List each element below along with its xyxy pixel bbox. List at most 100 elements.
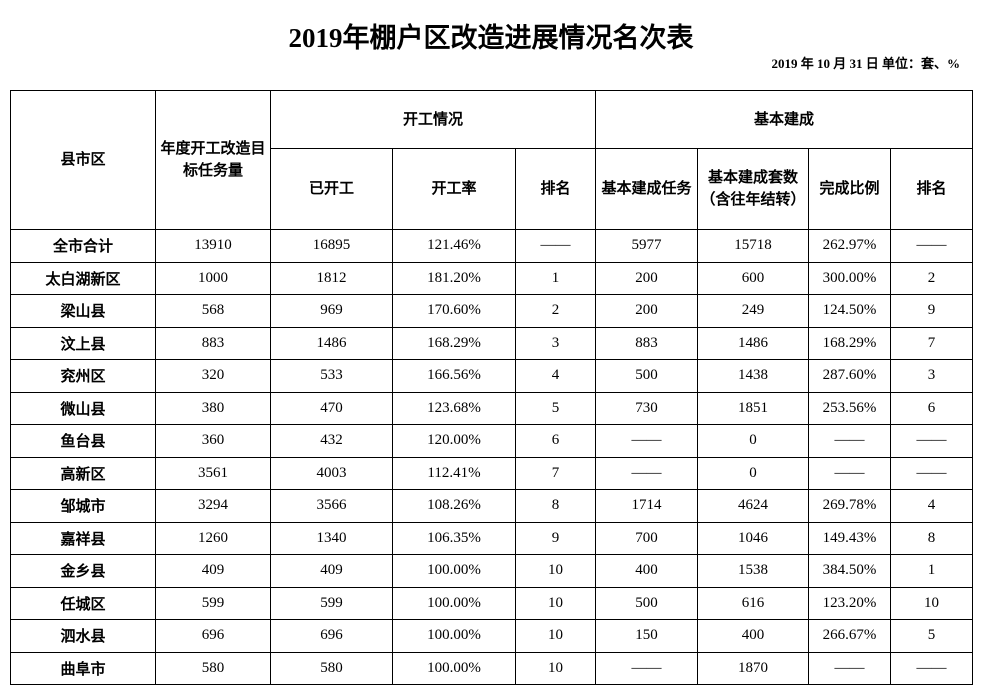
value-cell: 409 [270, 554, 393, 588]
value-cell: 409 [155, 554, 271, 588]
value-cell: 400 [595, 554, 699, 588]
region-cell: 高新区 [10, 456, 156, 490]
cell-text: 基本建成套数（含往年结转） [700, 170, 806, 208]
value-cell: 730 [595, 391, 699, 425]
data-row: 曲阜市 580 580 100.00% 10 —— 1870 —— —— [10, 651, 974, 685]
data-row: 兖州区 320 533 166.56% 4 500 1438 287.60% 3 [10, 359, 974, 393]
value-cell: 1260 [155, 521, 271, 555]
value-cell: 100.00% [392, 586, 516, 620]
value-cell: 249 [697, 294, 810, 328]
data-row: 邹城市 3294 3566 108.26% 8 1714 4624 269.78% 4 [10, 489, 974, 523]
data-row: 鱼台县 360 432 120.00% 6 —— 0 —— —— [10, 424, 974, 458]
region-cell: 曲阜市 [10, 651, 156, 685]
data-row: 微山县 380 470 123.68% 5 730 1851 253.56% 6 [10, 391, 974, 425]
value-cell: —— [595, 456, 699, 490]
value-cell: 883 [155, 326, 271, 360]
value-cell: 168.29% [392, 326, 516, 360]
cell-text: 排名 [540, 181, 571, 197]
value-cell: 1 [890, 554, 974, 588]
header-cell: 年度开工改造目标任务量 [155, 90, 271, 230]
value-cell: 599 [155, 586, 271, 620]
value-cell: 360 [155, 424, 271, 458]
value-cell: —— [890, 651, 974, 685]
value-cell: 262.97% [808, 229, 892, 263]
value-cell: 269.78% [808, 489, 892, 523]
header-cell: 排名 [890, 148, 974, 230]
value-cell: 10 [514, 651, 597, 685]
value-cell: 4003 [270, 456, 393, 490]
value-cell: 1851 [697, 391, 810, 425]
cell-text: 开工率 [431, 181, 477, 197]
value-cell: 380 [155, 391, 271, 425]
region-cell: 梁山县 [10, 294, 156, 328]
value-cell: 883 [595, 326, 699, 360]
region-cell: 太白湖新区 [10, 261, 156, 295]
region-cell: 鱼台县 [10, 424, 156, 458]
value-cell: 124.50% [808, 294, 892, 328]
value-cell: 121.46% [392, 229, 516, 263]
value-cell: 9 [890, 294, 974, 328]
value-cell: 10 [890, 586, 974, 620]
value-cell: 100.00% [392, 619, 516, 653]
cell-text: 基本建成 [754, 111, 815, 128]
data-row: 汶上县 883 1486 168.29% 3 883 1486 168.29% 7 [10, 326, 974, 360]
value-cell: 580 [270, 651, 393, 685]
header-cell: 开工率 [392, 148, 516, 230]
value-cell: 8 [514, 489, 597, 523]
value-cell: —— [514, 229, 597, 263]
value-cell: 10 [514, 554, 597, 588]
header-cell: 排名 [514, 148, 597, 230]
value-cell: 5977 [595, 229, 699, 263]
value-cell: 3 [514, 326, 597, 360]
value-cell: 1538 [697, 554, 810, 588]
value-cell: 384.50% [808, 554, 892, 588]
value-cell: 4 [890, 489, 974, 523]
value-cell: 599 [270, 586, 393, 620]
value-cell: 168.29% [808, 326, 892, 360]
value-cell: 1000 [155, 261, 271, 295]
value-cell: 253.56% [808, 391, 892, 425]
value-cell: 123.20% [808, 586, 892, 620]
value-cell: —— [595, 424, 699, 458]
value-cell: 696 [270, 619, 393, 653]
value-cell: 100.00% [392, 554, 516, 588]
header-cell: 基本建成套数（含往年结转） [697, 148, 810, 230]
value-cell: 123.68% [392, 391, 516, 425]
value-cell: 3561 [155, 456, 271, 490]
region-cell: 金乡县 [10, 554, 156, 588]
value-cell: 16895 [270, 229, 393, 263]
value-cell: 106.35% [392, 521, 516, 555]
value-cell: 580 [155, 651, 271, 685]
value-cell: —— [595, 651, 699, 685]
value-cell: 6 [890, 391, 974, 425]
region-cell: 汶上县 [10, 326, 156, 360]
value-cell: 7 [514, 456, 597, 490]
value-cell: 568 [155, 294, 271, 328]
data-row: 嘉祥县 1260 1340 106.35% 9 700 1046 149.43% 8 [10, 521, 974, 555]
value-cell: 1870 [697, 651, 810, 685]
header-row: 已开工 开工率 排名 基本建成任务 基本建成套数（含往年结转） 完成比例 排名 [11, 148, 974, 230]
value-cell: 969 [270, 294, 393, 328]
value-cell: 100.00% [392, 651, 516, 685]
value-cell: 4 [514, 359, 597, 393]
value-cell: 9 [514, 521, 597, 555]
value-cell: 150 [595, 619, 699, 653]
value-cell: 700 [595, 521, 699, 555]
value-cell: 400 [697, 619, 810, 653]
value-cell: 1812 [270, 261, 393, 295]
value-cell: —— [808, 424, 892, 458]
value-cell: 112.41% [392, 456, 516, 490]
value-cell: 432 [270, 424, 393, 458]
data-row: 金乡县 409 409 100.00% 10 400 1538 384.50% 1 [10, 554, 974, 588]
header-cell: 县市区 [10, 90, 156, 230]
value-cell: 0 [697, 456, 810, 490]
value-cell: 3294 [155, 489, 271, 523]
region-cell: 微山县 [10, 391, 156, 425]
value-cell: 1486 [270, 326, 393, 360]
value-cell: 7 [890, 326, 974, 360]
region-cell: 泗水县 [10, 619, 156, 653]
value-cell: 266.67% [808, 619, 892, 653]
value-cell: 696 [155, 619, 271, 653]
value-cell: 5 [514, 391, 597, 425]
value-cell: —— [890, 424, 974, 458]
